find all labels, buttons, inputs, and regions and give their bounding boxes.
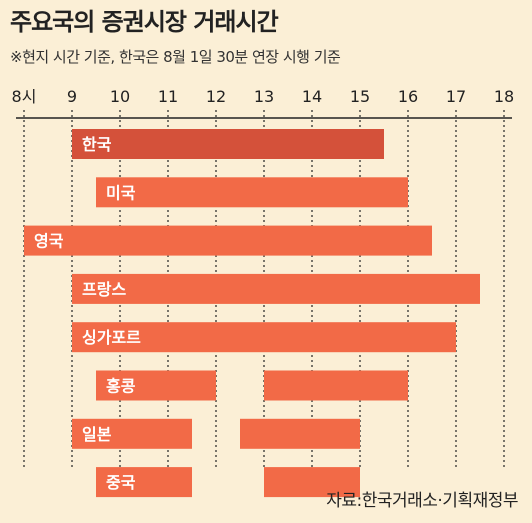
bar-morning-session [72, 418, 192, 449]
bar-morning-session [96, 370, 216, 401]
bar-label: 중국 [106, 473, 136, 492]
bar-label: 홍콩 [106, 377, 136, 396]
x-tick-label: 17 [446, 87, 466, 106]
bar-morning-session [96, 467, 192, 498]
x-tick-label: 16 [398, 87, 418, 106]
x-tick-label: 15 [350, 87, 370, 106]
bar-afternoon-session [240, 418, 360, 449]
bar-label: 한국 [82, 135, 112, 154]
grid-layer [16, 110, 512, 468]
tick-label-layer: 8시 9 10 11 12 13 14 15 16 17 18 [12, 87, 515, 106]
x-tick-label: 12 [206, 87, 226, 106]
x-tick-label: 9 [67, 87, 77, 106]
x-tick-label: 8시 [12, 87, 37, 106]
bar-morning-session [72, 129, 384, 159]
bar-morning-session [72, 273, 480, 304]
bar-label: 미국 [106, 183, 136, 202]
x-tick-label: 10 [110, 87, 130, 106]
bar-label: 프랑스 [82, 280, 126, 299]
bar-label: 싱가포르 [82, 328, 141, 347]
chart-title: 주요국의 증권시장 거래시간 [10, 8, 279, 36]
bar-morning-session [96, 177, 408, 208]
x-tick-label: 18 [494, 87, 514, 106]
bar-layer [24, 129, 480, 498]
x-tick-label: 14 [302, 87, 322, 106]
chart-subtitle: ※현지 시간 기준, 한국은 8월 1일 30분 연장 시행 기준 [10, 48, 341, 66]
bar-morning-session [24, 225, 432, 256]
bar-morning-session [72, 322, 456, 353]
bar-afternoon-session [264, 467, 360, 498]
chart-source: 자료:한국거래소·기획재정부 [326, 491, 518, 511]
bar-afternoon-session [264, 370, 408, 401]
x-tick-label: 13 [254, 87, 274, 106]
x-tick-label: 11 [158, 87, 178, 106]
bar-label: 일본 [82, 425, 112, 444]
bar-label: 영국 [34, 232, 64, 251]
